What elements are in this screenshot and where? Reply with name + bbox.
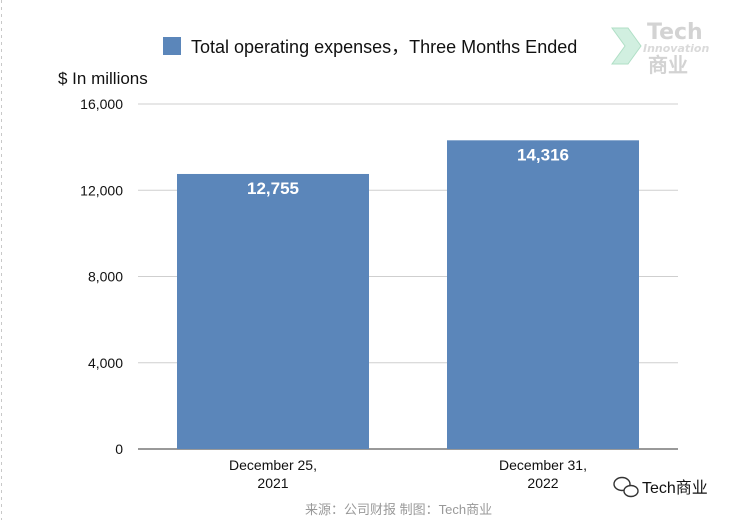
x-tick-label: 2021 xyxy=(257,475,288,491)
y-tick-label: 8,000 xyxy=(88,269,123,285)
watermark-cn: 商业 xyxy=(648,53,688,77)
y-tick-label: 16,000 xyxy=(80,96,123,112)
source-note: 来源：公司财报 制图：Tech商业 xyxy=(305,502,492,517)
x-tick-label: December 25, xyxy=(229,457,317,473)
x-tick-label: 2022 xyxy=(527,475,558,491)
wechat-icon xyxy=(613,476,639,498)
x-axis-categories: December 25, 2021 December 31, 2022 xyxy=(229,457,587,491)
bar xyxy=(177,173,369,449)
x-tick-label: December 31, xyxy=(499,457,587,473)
y-axis-ticks: 0 4,000 8,000 12,000 16,000 xyxy=(80,96,123,457)
watermark-brand: Tech xyxy=(647,20,703,45)
legend-swatch xyxy=(163,37,181,55)
y-tick-label: 12,000 xyxy=(80,182,123,198)
y-tick-label: 0 xyxy=(115,441,123,457)
bar xyxy=(447,140,639,449)
watermark-logo: Tech Innovation 商业 xyxy=(611,20,709,77)
wechat-account: Tech商业 xyxy=(642,479,708,497)
data-labels: 12,755 14,316 xyxy=(247,145,569,198)
y-axis-label: $ In millions xyxy=(58,69,148,88)
wechat-badge: Tech商业 xyxy=(613,476,708,498)
data-label: 14,316 xyxy=(517,145,569,164)
legend-label: Total operating expenses，Three Months En… xyxy=(191,37,577,57)
bars xyxy=(177,140,639,449)
y-tick-label: 4,000 xyxy=(88,355,123,371)
watermark-arrow-icon xyxy=(611,27,642,65)
watermark-tagline: Innovation xyxy=(643,42,709,55)
data-label: 12,755 xyxy=(247,179,299,198)
